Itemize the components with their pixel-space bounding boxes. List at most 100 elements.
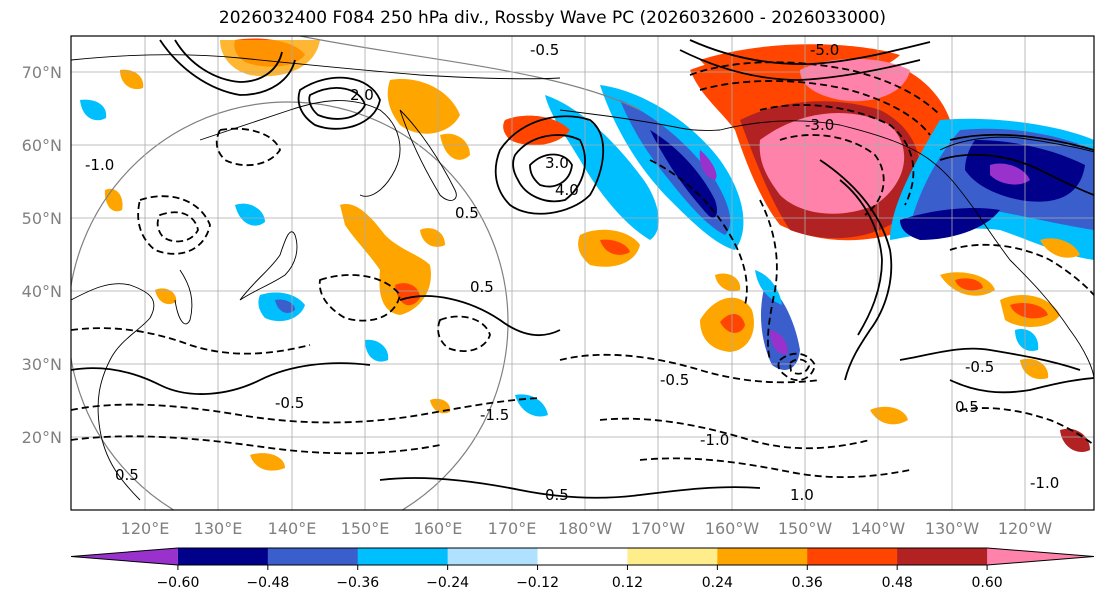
contour-negative-1 [689, 61, 941, 116]
coast-siberia-north [71, 54, 561, 80]
lon-label: 120°E [121, 519, 170, 538]
contour-negative-9 [71, 397, 541, 424]
contour-label: 0.5 [955, 398, 979, 416]
shade-cyan-4 [80, 99, 107, 121]
contour-positive-18 [949, 377, 1094, 394]
coast-alaska [719, 120, 1094, 381]
lon-label: 130°W [925, 519, 980, 538]
contour-label: -1.5 [480, 406, 509, 424]
shade-red-e2 [1010, 303, 1048, 319]
reference-circles [71, 36, 641, 510]
contour-labels: -0.5 3.0 4.0 -1.0 0.5 2.0 -5.0 -3.0 0.5 … [85, 41, 1059, 504]
map-title: 2026032400 F084 250 hPa div., Rossby Wav… [218, 8, 887, 28]
shade-orange-e6 [715, 273, 741, 292]
coast-kamchatka [399, 109, 457, 201]
lon-label: 150°W [778, 519, 833, 538]
contour-label: -3.0 [805, 116, 834, 134]
contour-label: 3.0 [545, 154, 569, 172]
lon-label: 140°W [851, 519, 906, 538]
contour-positive-3 [529, 153, 573, 188]
coast-japan [239, 231, 298, 301]
contour-negative-7 [156, 211, 199, 243]
coast-na-west [939, 136, 1094, 153]
reference-circle-west [71, 101, 509, 510]
lat-label: 20°N [22, 428, 62, 447]
contour-label: 0.5 [470, 278, 494, 296]
lon-label: 160°W [705, 519, 760, 538]
lon-label: 160°E [414, 519, 463, 538]
lon-label: 170°E [488, 519, 537, 538]
reference-arc-north [299, 36, 641, 111]
shade-purple-spot [699, 150, 717, 180]
shade-cyan-central [755, 270, 782, 305]
longitude-labels: 120°E 130°E 140°E 150°E 160°E 170°E 180°… [121, 519, 1053, 538]
contour-negative-8 [71, 327, 311, 355]
shade-orange-top3 [440, 133, 470, 160]
contour-negative-19 [437, 315, 491, 352]
contour-negative-2 [699, 80, 931, 136]
shade-darkred-e [1060, 428, 1090, 452]
shade-orange-w2 [155, 288, 177, 305]
shade-blue-central [760, 285, 800, 370]
contour-positive-14 [71, 362, 371, 395]
shade-red-center2 [600, 239, 630, 255]
contour-negative-3 [759, 104, 915, 206]
contour-label: 0.5 [115, 466, 139, 484]
shade-orange-w3 [250, 453, 285, 471]
contour-positive-1 [494, 115, 605, 215]
coast-okhotsk [199, 100, 401, 197]
lat-label: 70°N [22, 63, 62, 82]
contour-positive-16 [379, 477, 761, 499]
shade-red-central [720, 314, 745, 333]
contour-positive-8 [819, 159, 893, 381]
divergence-shading [80, 38, 1094, 471]
contour-negative-20 [649, 159, 748, 306]
contour-label: -0.5 [660, 371, 689, 389]
contour-negative-15 [789, 358, 810, 375]
contour-label: -1.0 [700, 431, 729, 449]
contour-positive-12 [679, 49, 921, 81]
shade-red-e1 [955, 278, 983, 291]
lat-label: 60°N [22, 136, 62, 155]
lon-label: 130°E [194, 519, 243, 538]
contour-negative-18 [318, 274, 401, 322]
contour-label: -0.5 [530, 41, 559, 59]
wave-contours [71, 39, 1094, 499]
contour-positive-15 [399, 295, 561, 337]
shade-orange-e4 [870, 406, 908, 425]
map-content: -0.5 3.0 4.0 -1.0 0.5 2.0 -5.0 -3.0 0.5 … [71, 36, 1094, 510]
shade-orange-branch2 [420, 228, 445, 247]
contour-negative-6 [137, 195, 211, 255]
contour-negative-10 [71, 435, 441, 455]
contour-negative-14 [777, 352, 816, 382]
contour-label: 0.5 [545, 486, 569, 504]
graticule [71, 36, 1094, 510]
contour-negative-21 [759, 199, 778, 361]
contour-positive-2 [512, 134, 586, 203]
contour-negative-4 [779, 134, 885, 216]
shade-orange-e5 [1040, 238, 1080, 258]
latitude-labels: 70°N 60°N 50°N 40°N 30°N 20°N [22, 63, 62, 447]
contour-label: -0.5 [965, 358, 994, 376]
contour-positive-9 [839, 179, 883, 336]
contour-negative-16 [949, 243, 1094, 296]
shade-orange-w5 [120, 69, 144, 90]
contour-positive-6 [159, 39, 296, 96]
lat-label: 50°N [22, 209, 62, 228]
coast-east-asia [71, 283, 155, 501]
coast-korea [174, 269, 193, 325]
contour-negative-5 [215, 127, 281, 167]
contour-negative-12 [599, 417, 871, 450]
shade-blue-japan [275, 299, 295, 313]
contour-label: 4.0 [555, 181, 579, 199]
lon-label: 150°E [341, 519, 390, 538]
contour-positive-5 [308, 87, 366, 120]
shade-purple-central [770, 330, 788, 355]
lat-label: 30°N [22, 355, 62, 374]
coast-aleutians [559, 109, 721, 131]
lon-label: 180°W [558, 519, 613, 538]
coastlines [71, 54, 1094, 501]
shade-navy-strip [900, 208, 1000, 240]
contour-negative-13 [639, 457, 911, 478]
